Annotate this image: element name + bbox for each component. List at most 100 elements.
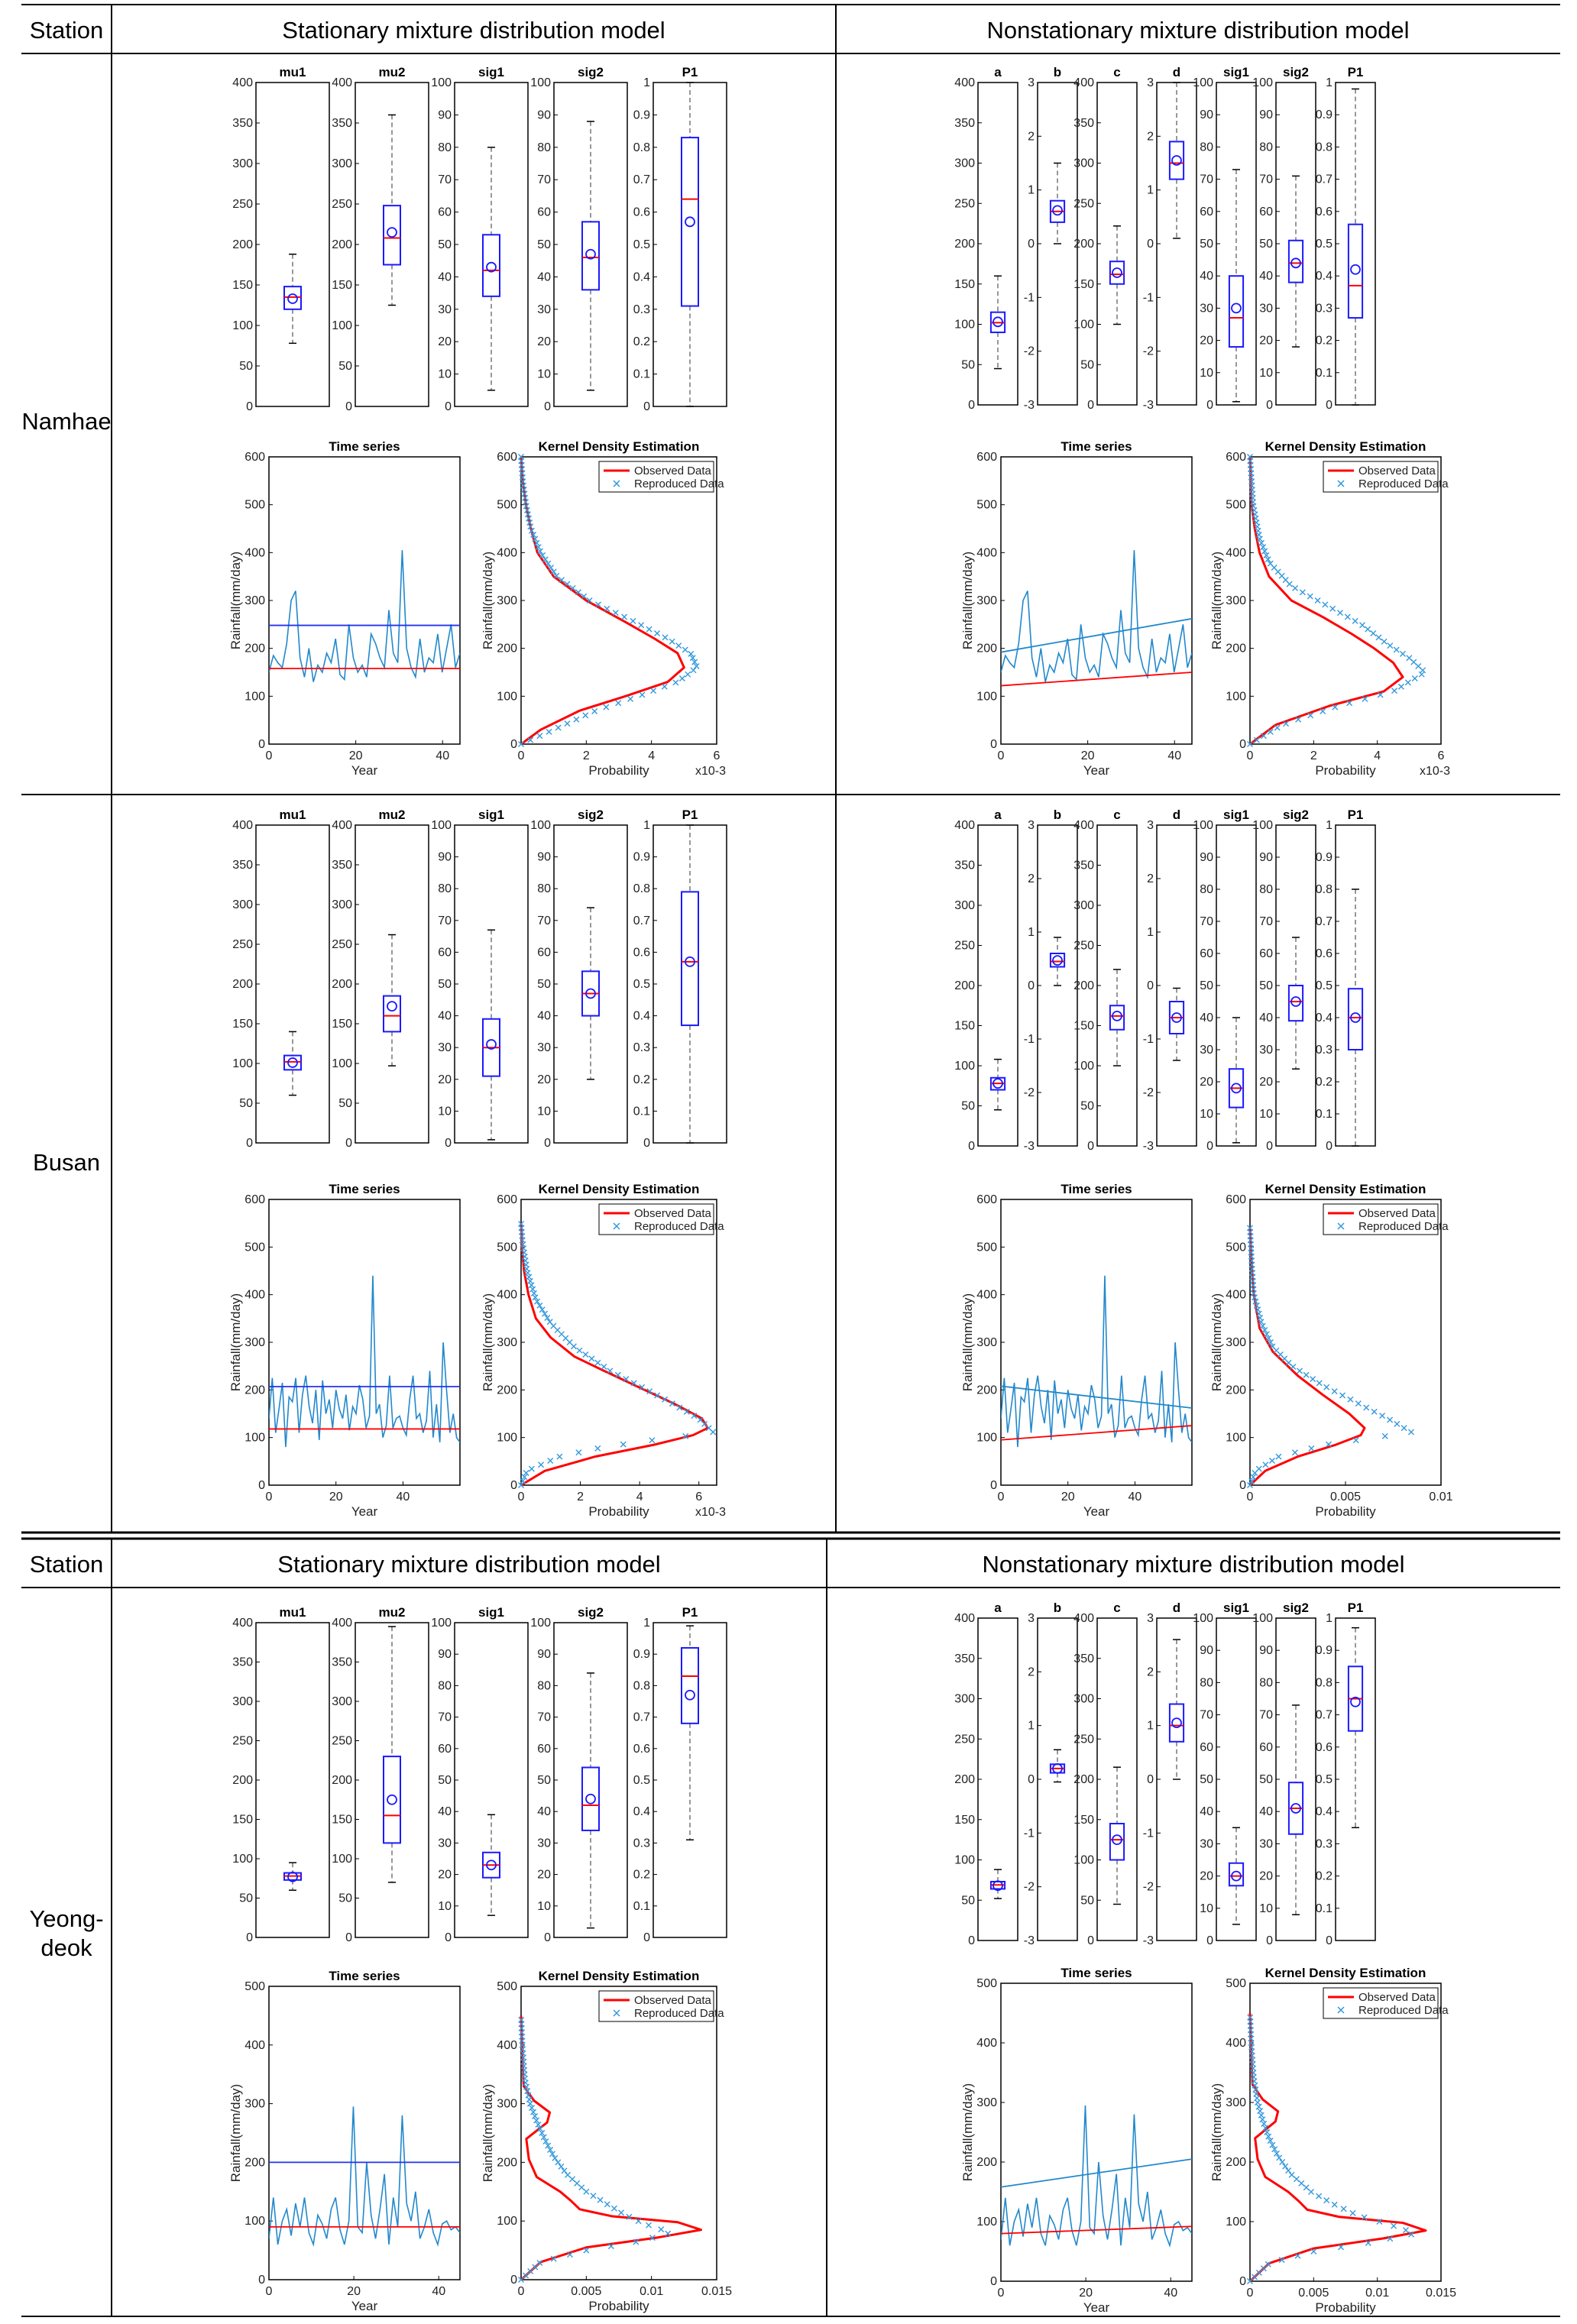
boxplot-box [1109,261,1125,285]
kde-reproduced-marker [672,679,679,686]
kde-reproduced-marker [597,2196,604,2203]
x-axis-label: Probability [1315,763,1376,778]
legend-reproduced-label: Reproduced Data [1358,2004,1449,2017]
kde-reproduced-marker [1329,605,1336,612]
chart-axes [268,1986,461,2280]
boxplot-tick-label: 200 [332,978,352,991]
boxplot-tick-label: 350 [954,117,975,130]
boxplot-axes [553,824,628,1144]
boxplot-mean [1290,996,1301,1007]
y-tick-label: 200 [976,2156,997,2169]
station-label-namhae: Namhae [21,408,111,435]
boxplot-title: P1 [1348,808,1364,822]
boxplot-tick-label: 80 [537,1679,551,1692]
kde-reproduced-marker [528,2105,535,2112]
y-axis-label: Rainfall(mm/day) [1209,552,1224,649]
boxplot-tick-label: 50 [239,1097,253,1110]
y-tick-label: 200 [1226,2156,1246,2169]
kde-reproduced-marker [1255,1465,1262,1472]
y-tick-label: 600 [244,451,265,464]
boxplot-tick-label: 150 [332,1814,352,1827]
kde-reproduced-marker [1260,733,1267,740]
boxplot-mean [387,1794,397,1805]
kde-reproduced-marker [669,1400,675,1407]
boxplot-tick-label: 50 [1200,1773,1213,1786]
boxplot-tick-label: 0.1 [1316,1108,1333,1121]
x-multiplier-label: x10-3 [695,765,726,778]
boxplot-tick-label: 40 [1200,1011,1213,1024]
y-tick-label: 200 [976,642,997,655]
kde-reproduced-marker [1268,1457,1275,1464]
boxplot-tick-label: 0.6 [633,1743,650,1756]
y-tick-label: 400 [1226,1289,1246,1302]
kde-reproduced-marker [1267,728,1274,735]
boxplot-tick-label: 100 [431,1617,452,1630]
kde-reproduced-marker [1258,2112,1265,2118]
boxplot-tick-label: -1 [1143,1033,1154,1046]
y-tick-label: 600 [976,1193,997,1206]
y-tick-label: 100 [497,1432,517,1445]
kde-reproduced-marker [582,1351,589,1358]
boxplot-group-13: 050100150200250300350400a-3-2-10123b0501… [954,1601,1376,1947]
boxplot-mean [993,316,1003,328]
boxplot-tick-label: 0.7 [633,1711,650,1724]
x-tick-label: 40 [432,2285,445,2298]
header-station-2: Station [30,1551,104,1578]
boxplot-tick-label: 250 [232,938,253,951]
kde-reproduced-marker [601,1364,607,1371]
kde-reproduced-marker [1375,634,1382,641]
boxplot-box [681,891,699,1027]
boxplot-tick-label: 0.4 [633,270,650,283]
kde-reproduced-marker [1365,2239,1371,2246]
kde-reproduced-marker [1267,560,1274,567]
boxplot-tick-label: 0.2 [633,1073,650,1086]
kde-reproduced-marker [691,1413,698,1419]
boxplot-mean [1112,267,1122,278]
kde-reproduced-marker [1267,2138,1274,2144]
boxplot-mean [1231,1083,1242,1094]
boxplot-tick-label: 100 [431,76,452,89]
boxplot-tick-label: 0.6 [1316,947,1333,960]
y-tick-label: 300 [976,1336,997,1349]
kde-reproduced-marker [546,1319,553,1325]
boxplot-tick-label: 1 [1147,184,1154,197]
boxplot-tick-label: 200 [954,238,975,251]
boxplot-tick-label: 10 [1200,1902,1213,1915]
kde-reproduced-marker [1261,1326,1268,1333]
y-axis-label: Rainfall(mm/day) [481,2084,495,2182]
y-tick-label: 200 [244,2156,265,2169]
legend-reproduced-swatch [613,2009,620,2017]
kde-reproduced-marker [536,1302,543,1309]
chart-title: Time series [329,439,400,454]
kde-reproduced-marker [1406,655,1413,662]
boxplot-tick-label: 50 [1080,1894,1094,1907]
boxplot-tick-label: 0.8 [633,882,650,895]
boxplot-axes [255,82,330,407]
boxplot-tick-label: 40 [1200,270,1213,283]
boxplot-mean [486,1860,497,1871]
kde-reproduced-marker [1391,2222,1397,2229]
series-line-lower-component [1000,1425,1193,1441]
boxplot-tick-label: 0 [1326,1140,1333,1153]
boxplot-tick-label: 300 [954,1693,975,1706]
y-tick-label: 0 [990,2275,997,2288]
boxplot-tick-label: -3 [1143,1934,1154,1947]
y-tick-label: 0 [510,1479,517,1492]
boxplot-tick-label: 90 [1200,1644,1213,1657]
kde-reproduced-marker [594,1359,601,1366]
y-tick-label: 600 [1226,1193,1246,1206]
y-tick-label: 500 [497,1241,517,1254]
boxplot-tick-label: 20 [1259,335,1273,348]
x-tick-label: 40 [1167,749,1181,762]
kde-observed-line [1248,2012,1427,2283]
boxplot-mean [1350,264,1361,275]
kde-reproduced-marker [518,741,524,747]
boxplot-title: c [1113,1601,1120,1615]
y-tick-label: 0 [510,738,517,751]
x-axis-label: Probability [1315,1504,1376,1519]
chart-title: Time series [329,1182,400,1196]
y-tick-label: 500 [976,1241,997,1254]
boxplot-tick-label: 3 [1147,1612,1154,1625]
kde-reproduced-marker [639,691,646,698]
kde-reproduced-marker [1303,2184,1310,2191]
